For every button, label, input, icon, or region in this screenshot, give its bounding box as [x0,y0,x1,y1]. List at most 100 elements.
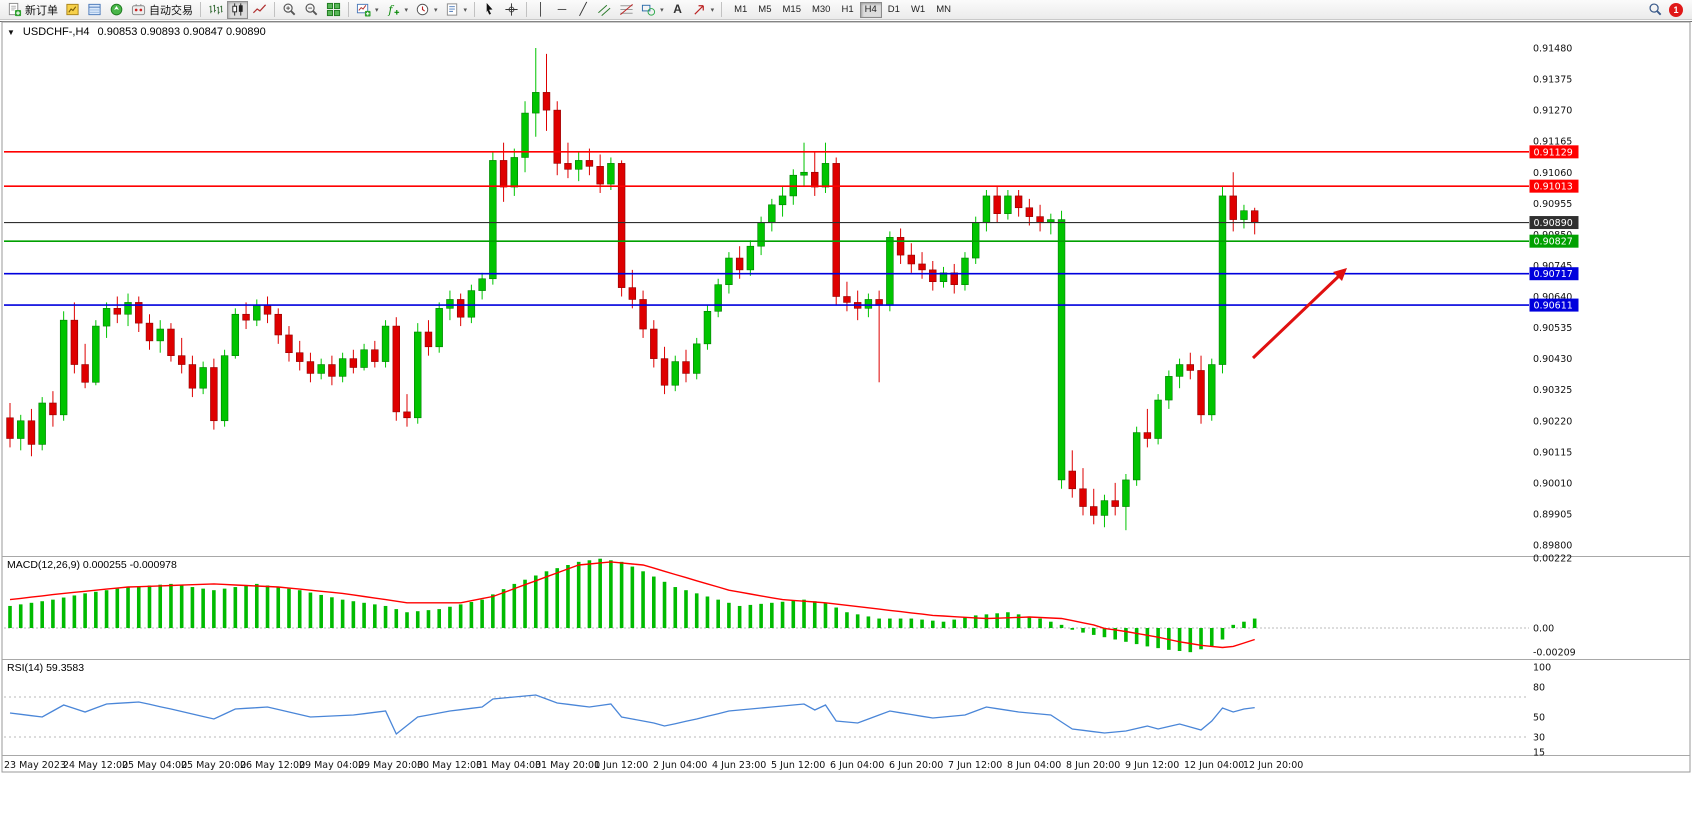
new-order-button[interactable]: 新订单 [4,1,61,19]
timeframe-d1[interactable]: D1 [883,2,905,18]
dropdown-caret: ▾ [404,6,409,14]
new-chart-button[interactable]: ▾ [353,1,382,19]
tile-windows-button[interactable] [323,1,344,19]
timeframe-m15[interactable]: M15 [778,2,806,18]
price-badge [1529,234,1579,248]
candle [167,328,175,356]
svg-text:0.90325: 0.90325 [1533,385,1572,396]
crosshair-button[interactable] [501,1,522,19]
macd-signal-line [9,561,1255,649]
level-lines[interactable]: 0.91129 0.91013 0.90890 0.90827 0.90717 0.906… [4,145,1579,312]
svg-text:0.90220: 0.90220 [1533,416,1572,427]
chart-bars-button[interactable] [205,1,226,19]
timeframe-m1[interactable]: M1 [729,2,752,18]
chart-menu-icon[interactable]: ▼ [7,27,15,37]
tile-windows-icon [326,2,341,17]
macd-bar [147,585,152,628]
candle [682,361,690,374]
channel-button[interactable] [594,1,615,19]
arrows-button[interactable]: ▾ [689,1,718,19]
candle [456,299,465,318]
zoom-out-button[interactable] [301,1,322,19]
macd-bar [469,602,474,628]
macd-bar [1156,628,1160,649]
macd-bar [222,588,227,628]
candle [81,364,89,383]
candle [92,325,100,383]
candle [285,334,293,354]
candle [1057,219,1066,481]
macd-bar [673,587,678,628]
candle [1186,364,1195,371]
candle [478,278,486,291]
timeframe-mn[interactable]: MN [931,2,956,18]
shapes-button[interactable]: ▾ [638,1,667,19]
notification-badge[interactable]: 1 [1669,2,1683,17]
cursor-icon [486,2,493,15]
fibonacci-button[interactable] [616,1,637,19]
candle [542,92,551,111]
timeframe-m5[interactable]: M5 [753,2,776,18]
macd-bar [1199,628,1203,650]
timeframe-m30[interactable]: M30 [807,2,835,18]
chart-candles-button[interactable] [227,0,248,19]
search-button[interactable] [1645,1,1666,19]
macd-bar [51,599,55,628]
auto-trading-button[interactable]: 自动交易 [128,1,196,19]
rsi-line [9,694,1255,736]
chart-line-button[interactable] [249,1,270,19]
macd-bar [1145,628,1150,647]
macd-bar [1027,616,1032,628]
horizontal-line-button[interactable]: ─ [552,1,572,19]
macd-bar [415,611,420,628]
timeframe-toolbar: M1 M5 M15 M30 H1 H4 D1 W1 MN [729,1,956,18]
timeframe-h1[interactable]: H1 [836,2,858,18]
svg-text:0.91013: 0.91013 [1534,182,1573,193]
svg-text:4 Jun 23:00: 4 Jun 23:00 [712,760,766,771]
navigator-button[interactable] [106,1,127,19]
svg-text:29 May 04:00: 29 May 04:00 [299,760,364,771]
timeframe-w1[interactable]: W1 [906,2,930,18]
macd-bar [373,604,377,628]
candle [510,157,519,188]
data-window-button[interactable] [84,1,105,19]
toolbar-separator [474,2,476,17]
channel-icon [598,4,611,16]
trend-arrow[interactable] [1251,268,1347,360]
svg-text:6 Jun 04:00: 6 Jun 04:00 [830,760,884,771]
indicators-button[interactable]: f ▾ [383,1,412,19]
zoom-in-button[interactable] [279,1,300,19]
macd-bar [727,602,731,628]
macd-bar [1124,628,1128,642]
candle [1100,500,1109,516]
macd-bar [94,591,98,628]
macd-bar [136,586,141,628]
candle [1132,432,1141,481]
macd-bar [566,565,570,628]
macd-bar [1070,628,1075,630]
svg-text:0.91060: 0.91060 [1533,168,1572,179]
periods-button[interactable]: ▾ [412,1,441,19]
macd-bar [233,587,238,628]
svg-text:0.90717: 0.90717 [1534,269,1573,280]
chart-ohlc: 0.90853 0.90893 0.90847 0.90890 [97,26,266,38]
cursor-button[interactable] [479,1,500,19]
macd-bar [888,618,892,628]
macd-bar [362,602,366,628]
macd-bar [18,604,23,628]
candle [650,328,658,359]
trendline-button[interactable]: ╱ [573,1,593,19]
chart-title: ▼ USDCHF-,H4 0.90853 0.90893 0.90847 0.9… [7,26,266,38]
macd-bar [83,593,87,628]
dropdown-caret: ▾ [463,6,468,14]
vertical-line-button[interactable]: │ [531,1,551,19]
templates-button[interactable]: ▾ [442,1,471,19]
macd-bar [544,571,549,628]
candle [231,313,240,356]
text-button[interactable]: A [668,1,688,19]
timeframe-h4[interactable]: H4 [859,1,882,18]
market-watch-button[interactable] [62,1,83,19]
macd-bar [437,609,441,628]
